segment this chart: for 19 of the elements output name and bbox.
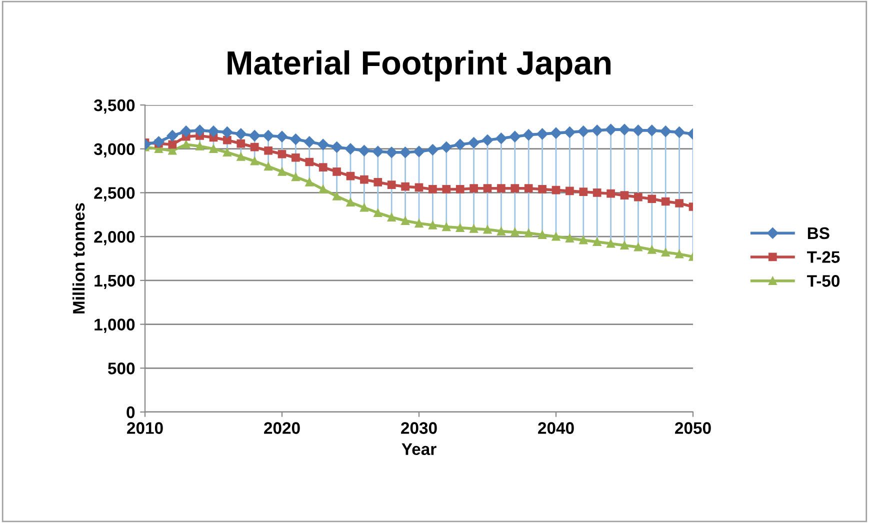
x-tick-label: 2050 [675,422,711,434]
legend-label: T-50 [807,275,840,287]
y-axis-title: Million tonnes [72,203,85,314]
y-tick-label: 2,500 [94,187,135,202]
y-tick-label: 3,000 [94,143,135,158]
x-tick-label: 2030 [401,422,437,434]
y-tick-label: 1,000 [94,318,135,333]
y-tick-label: 3,500 [94,99,135,114]
y-tick-label: 500 [108,362,135,374]
legend-label: BS [808,227,830,240]
x-tick-label: 2040 [538,422,574,434]
x-tick-label: 2010 [127,422,163,434]
y-tick-label: 2,000 [94,230,135,246]
legend-label: T-25 [807,251,840,263]
y-tick-label: 1,500 [94,274,135,290]
chart-title: Material Footprint Japan [228,50,610,82]
x-axis-title: Year [402,443,436,456]
y-tick-label: 0 [126,406,135,418]
x-tick-label: 2020 [264,422,300,434]
